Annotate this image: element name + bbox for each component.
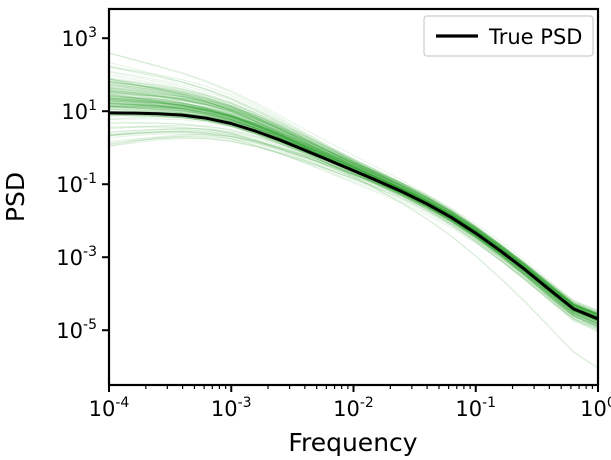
ensemble-line: [109, 87, 598, 327]
ensemble-outlier-line: [109, 103, 598, 369]
ensemble-line: [109, 86, 598, 313]
tick-label: 10-3: [211, 395, 252, 421]
ensemble-line: [109, 137, 598, 315]
ensemble-line: [109, 103, 598, 317]
ensemble-line: [109, 133, 598, 321]
ensemble-line: [109, 106, 598, 316]
ensemble-line: [109, 81, 598, 316]
ensemble-line: [109, 107, 598, 314]
ensemble-line: [109, 126, 598, 316]
ensemble-line: [109, 66, 598, 320]
ensemble-line: [109, 82, 598, 318]
ensemble-line: [109, 71, 598, 321]
x-axis-title: Frequency: [288, 428, 417, 457]
ensemble-line: [109, 92, 598, 322]
ensemble-line: [109, 52, 598, 325]
ensemble-line: [109, 88, 598, 330]
ensemble-line: [109, 127, 598, 324]
true-psd-curve: [109, 111, 598, 321]
ensemble-line: [109, 105, 598, 316]
tick-label: 103: [61, 25, 97, 51]
ensemble-line: [109, 125, 598, 315]
ensemble-line: [109, 105, 598, 315]
ensemble-line: [109, 92, 598, 317]
ensemble-line: [109, 97, 598, 315]
ensemble-line: [109, 114, 598, 318]
ensemble-line: [109, 101, 598, 316]
ensemble-line: [109, 104, 598, 322]
ensemble-line: [109, 84, 598, 318]
tick-label: 10-4: [89, 395, 130, 421]
true-psd-line: [109, 111, 598, 321]
ensemble-line: [109, 84, 598, 316]
ensemble-line: [109, 115, 598, 328]
ensemble-line: [109, 90, 598, 329]
tick-label: 100: [580, 395, 611, 421]
legend-box: [423, 15, 594, 57]
ensemble-line: [109, 52, 598, 314]
ensemble-line: [109, 114, 598, 324]
ensemble-line: [109, 99, 598, 328]
ensemble-line: [109, 131, 598, 326]
ensemble-line: [109, 61, 598, 320]
ensemble-line: [109, 90, 598, 316]
ensemble-line: [109, 84, 598, 316]
ensemble-line: [109, 128, 598, 315]
ensemble-line: [109, 106, 598, 315]
y-axis-title: PSD: [1, 172, 30, 222]
ensemble-line: [109, 78, 598, 330]
ensemble-line: [109, 90, 598, 318]
ensemble-line: [109, 77, 598, 312]
ensemble-line: [109, 102, 598, 326]
ensemble-line: [109, 66, 598, 315]
legend[interactable]: True PSD: [423, 15, 594, 57]
ensemble-line: [109, 94, 598, 320]
ensemble-line: [109, 78, 598, 315]
ensemble-line: [109, 86, 598, 313]
ensemble-line: [109, 102, 598, 315]
ensemble-line: [109, 78, 598, 329]
ensemble-line: [109, 133, 598, 325]
ensemble-line: [109, 82, 598, 324]
ensemble-line: [109, 74, 598, 325]
ensemble-line: [109, 100, 598, 314]
ensemble-line: [109, 100, 598, 315]
ensemble-line: [109, 90, 598, 318]
ensemble-line: [109, 97, 598, 316]
ensemble-line: [109, 93, 598, 322]
ensemble-line: [109, 83, 598, 317]
ensemble-line: [109, 91, 598, 316]
ensemble-line: [109, 78, 598, 332]
ensemble-line: [109, 104, 598, 323]
ensemble-line: [109, 131, 598, 327]
ensemble-line: [109, 104, 598, 314]
ensemble-line: [109, 97, 598, 318]
ensemble-line: [109, 102, 598, 312]
ensemble-line: [109, 78, 598, 315]
ensemble-line: [109, 94, 598, 321]
legend-label-true-psd: True PSD: [488, 25, 582, 49]
ensemble-line: [109, 97, 598, 317]
